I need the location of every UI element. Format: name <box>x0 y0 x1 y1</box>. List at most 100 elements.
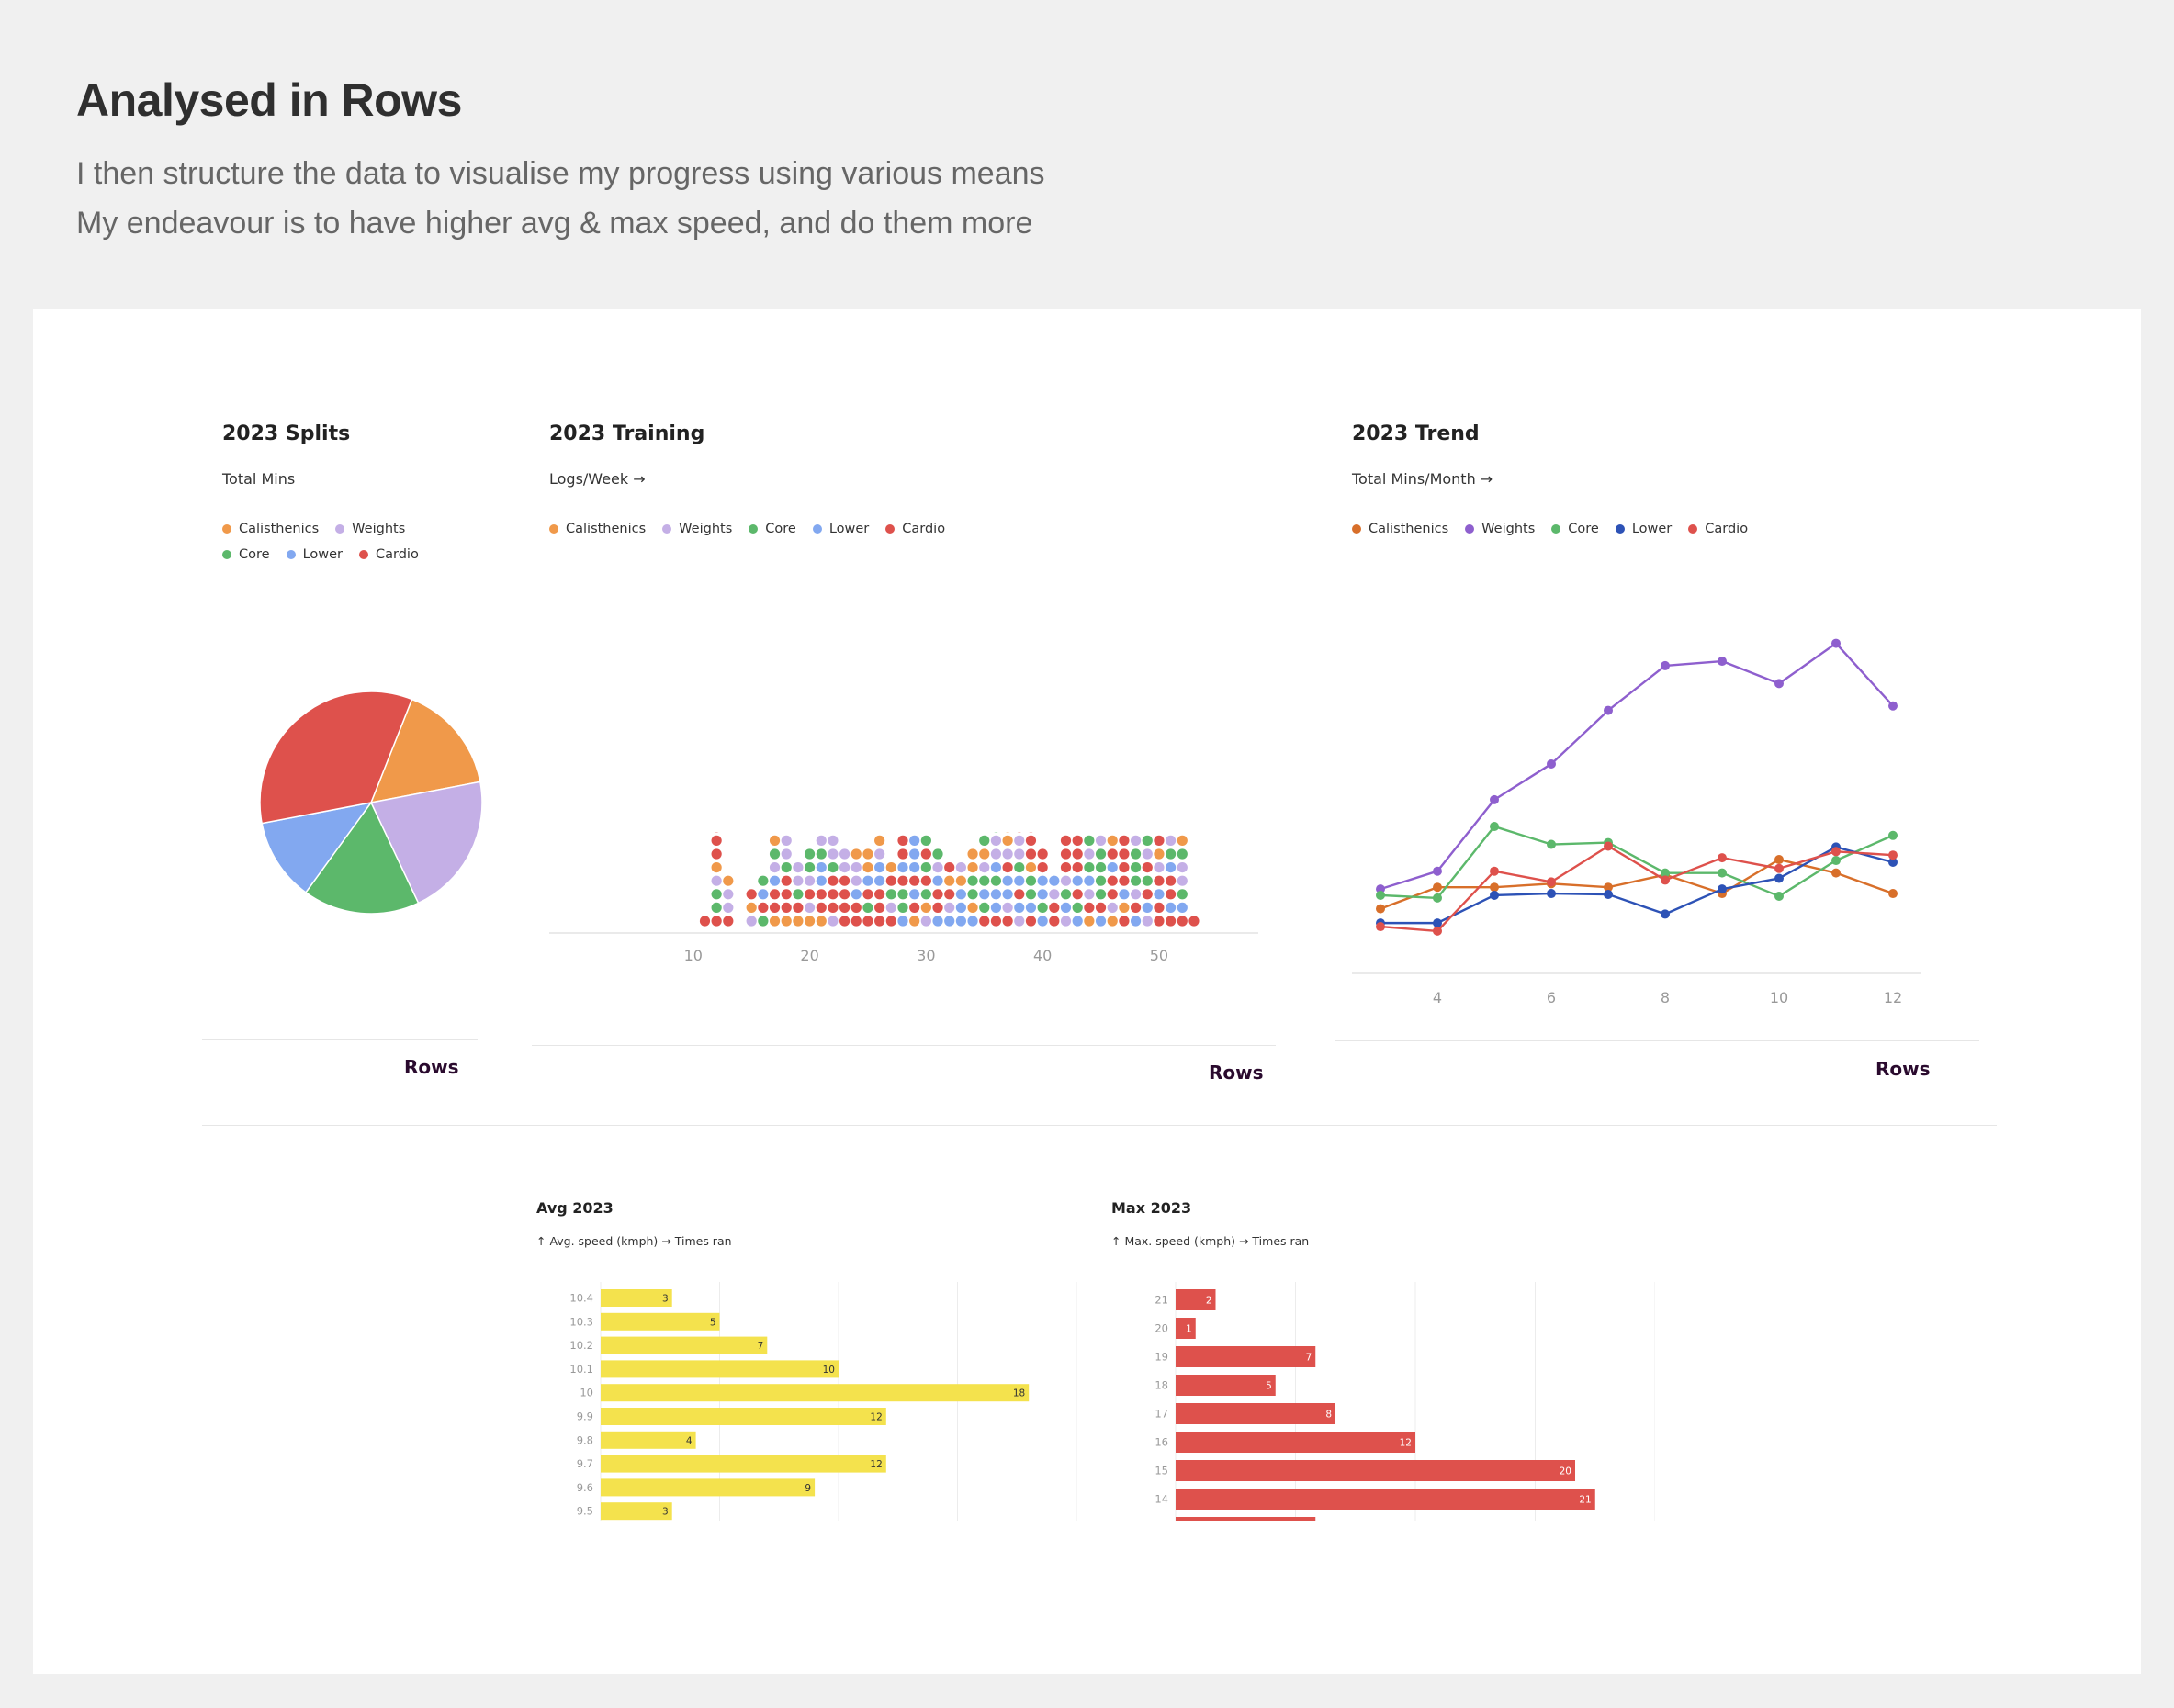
training-dot-weights <box>1014 916 1025 927</box>
trend-point-core <box>1718 868 1727 878</box>
trend-point-lower <box>1604 890 1613 899</box>
trend-point-calisthenics <box>1831 868 1841 878</box>
training-dot-cardio <box>874 916 885 927</box>
trend-point-core <box>1888 830 1898 840</box>
trend-point-weights <box>1490 794 1499 804</box>
legend-label: Lower <box>302 547 343 562</box>
training-tick-label: 50 <box>1150 947 1168 964</box>
training-dot-lower <box>816 862 827 873</box>
trend-point-core <box>1433 893 1442 903</box>
legend-dot-icon <box>1465 524 1475 534</box>
training-dot-cardio <box>1107 875 1118 886</box>
training-dot-cardio <box>1130 902 1142 913</box>
training-dot-core <box>885 889 896 900</box>
training-dot-core <box>990 875 1002 886</box>
training-dot-core <box>816 848 827 860</box>
training-dot-cardio <box>758 902 769 913</box>
training-dot-cardio <box>839 916 850 927</box>
training-dot-core <box>1130 875 1142 886</box>
training-dot-cardio <box>1049 916 1060 927</box>
training-dot-lower <box>769 875 781 886</box>
bar-value-label: 7 <box>1306 1353 1312 1364</box>
trend-tick-label: 8 <box>1661 989 1670 1006</box>
bar-9-6 <box>601 1478 816 1497</box>
bar-9-9 <box>601 1408 886 1425</box>
training-dot-cardio <box>828 889 839 900</box>
training-dot-cardio <box>862 889 873 900</box>
trend-point-cardio <box>1604 841 1613 851</box>
trend-point-weights <box>1718 657 1727 667</box>
training-dot-cardio <box>1166 889 1177 900</box>
trend-point-cardio <box>1718 853 1727 863</box>
training-dot-lower <box>932 875 943 886</box>
training-dot-calisthenics <box>804 916 816 927</box>
training-dot-cardio <box>1188 916 1200 927</box>
legend-item-weights: Weights <box>662 522 732 536</box>
training-dot-cardio <box>850 902 862 913</box>
training-dot-lower <box>1002 889 1013 900</box>
training-dot-lower <box>909 889 920 900</box>
training-dot-core <box>920 862 931 873</box>
training-dot-core <box>1025 875 1037 886</box>
trend-point-cardio <box>1661 875 1670 885</box>
training-dot-core <box>1166 848 1177 860</box>
bar-18 <box>1176 1375 1276 1396</box>
training-title: 2023 Training <box>549 422 705 445</box>
training-dot-weights <box>885 902 896 913</box>
training-dot-cardio <box>1119 916 1130 927</box>
training-dot-lower <box>897 862 908 873</box>
training-dot-cardio <box>1025 835 1037 846</box>
trend-point-calisthenics <box>1604 882 1613 893</box>
training-dot-cardio <box>711 916 722 927</box>
training-dot-cardio <box>1095 902 1107 913</box>
trend-title: 2023 Trend <box>1352 422 1480 445</box>
training-dot-core <box>1025 889 1037 900</box>
training-dot-cardio <box>1002 862 1013 873</box>
training-dot-cardio <box>711 835 722 846</box>
training-dot-cardio <box>1154 916 1165 927</box>
training-dot-calisthenics <box>1177 835 1188 846</box>
training-dot-core <box>804 848 816 860</box>
legend-item-cardio: Cardio <box>1688 522 1748 536</box>
bar-value-label: 12 <box>1400 1438 1412 1449</box>
splits-legend: Calisthenics Weights Core Lower Cardio <box>222 522 443 562</box>
training-dot-cardio <box>1154 875 1165 886</box>
trend-point-cardio <box>1433 926 1442 936</box>
training-dot-calisthenics <box>909 916 920 927</box>
training-dot-lower <box>1014 902 1025 913</box>
training-dot-core <box>793 889 804 900</box>
training-dot-calisthenics <box>1025 862 1037 873</box>
training-dot-core <box>1095 862 1107 873</box>
training-tick-label: 20 <box>800 947 818 964</box>
training-rows-logo[interactable]: Rows <box>1209 1062 1264 1084</box>
training-dot-lower <box>1014 875 1025 886</box>
splits-rows-logo[interactable]: Rows <box>404 1056 459 1078</box>
training-dot-lower <box>979 889 990 900</box>
training-dot-calisthenics <box>955 875 966 886</box>
training-dot-chart: 10 20 30 40 50 <box>549 832 1258 964</box>
training-dot-cardio <box>1142 862 1153 873</box>
legend-item-core: Core <box>1551 522 1599 536</box>
training-dot-cardio <box>1154 835 1165 846</box>
training-dot-core <box>828 862 839 873</box>
subtitle-line-2: My endeavour is to have higher avg & max… <box>76 206 1033 241</box>
training-dot-lower <box>990 862 1002 873</box>
training-dot-weights <box>793 862 804 873</box>
training-dot-calisthenics <box>979 848 990 860</box>
training-dot-cardio <box>746 889 757 900</box>
y-tick-label: 9.6 <box>577 1481 593 1494</box>
trend-rows-logo[interactable]: Rows <box>1875 1058 1931 1080</box>
training-tick-label: 10 <box>684 947 703 964</box>
training-dot-weights <box>711 875 722 886</box>
training-dot-weights <box>723 889 734 900</box>
trend-point-lower <box>1433 918 1442 928</box>
training-dot-weights <box>1002 848 1013 860</box>
training-dot-core <box>979 902 990 913</box>
training-dot-calisthenics <box>850 848 862 860</box>
training-dot-calisthenics <box>816 916 827 927</box>
training-dot-core <box>920 889 931 900</box>
training-dot-cardio <box>1037 862 1048 873</box>
training-dot-lower <box>955 889 966 900</box>
y-tick-label: 15 <box>1155 1465 1168 1478</box>
training-dot-lower <box>1072 875 1083 886</box>
